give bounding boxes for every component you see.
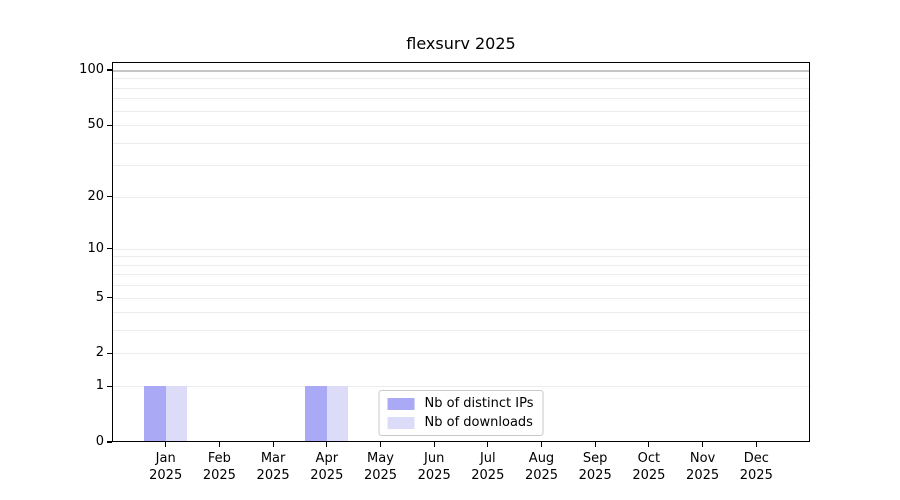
gridline-80 [112, 87, 810, 89]
legend: Nb of distinct IPs Nb of downloads [378, 390, 544, 436]
y-tick-label-20: 20 [87, 188, 104, 204]
gridline-1 [112, 386, 810, 388]
gridline-60 [112, 110, 810, 112]
x-tick-month: Nov [689, 451, 716, 466]
x-tick-year: 2025 [256, 468, 290, 483]
plot-area: Nb of distinct IPs Nb of downloads [112, 62, 810, 442]
legend-item-distinct-ips: Nb of distinct IPs [387, 396, 534, 411]
y-tick-mark-2 [107, 352, 112, 354]
gridline-100 [112, 70, 810, 72]
x-tick-mark-nov [702, 442, 704, 447]
legend-label-downloads: Nb of downloads [424, 415, 533, 430]
y-tick-label-50: 50 [87, 117, 104, 133]
x-tick-mark-feb [218, 442, 220, 447]
x-tick-year: 2025 [739, 468, 773, 483]
gridline-4 [112, 312, 810, 314]
gridline-7 [112, 274, 810, 276]
x-tick-month: Dec [743, 451, 769, 466]
gridline-5 [112, 297, 810, 299]
gridline-9 [112, 256, 810, 258]
x-tick-label-oct: Oct 2025 [609, 450, 689, 484]
x-tick-year: 2025 [310, 468, 344, 483]
x-tick-label-may: May 2025 [341, 450, 421, 484]
x-tick-month: Sep [582, 451, 608, 466]
x-tick-label-apr: Apr 2025 [287, 450, 367, 484]
x-tick-label-nov: Nov 2025 [663, 450, 743, 484]
y-tick-label-0: 0 [95, 434, 104, 449]
y-tick-mark-50 [107, 124, 112, 126]
gridline-40 [112, 142, 810, 144]
bar-nb-of-downloads-apr [326, 386, 349, 442]
x-tick-month: Oct [637, 451, 661, 466]
y-tick-label-2: 2 [95, 345, 104, 361]
x-tick-year: 2025 [149, 468, 183, 483]
x-tick-year: 2025 [471, 468, 505, 483]
x-tick-year: 2025 [417, 468, 451, 483]
x-tick-month: May [367, 451, 394, 466]
gridline-8 [112, 264, 810, 266]
x-tick-mark-sep [594, 442, 596, 447]
gridline-70 [112, 98, 810, 100]
legend-label-distinct-ips: Nb of distinct IPs [424, 396, 534, 411]
gridline-20 [112, 196, 810, 198]
x-tick-year: 2025 [632, 468, 666, 483]
x-tick-year: 2025 [686, 468, 720, 483]
x-tick-label-jan: Jan 2025 [126, 450, 206, 484]
y-tick-mark-10 [107, 248, 112, 250]
x-tick-year: 2025 [578, 468, 612, 483]
x-tick-mark-jul [487, 442, 489, 447]
x-tick-month: Jun [424, 451, 445, 466]
x-tick-month: Jul [479, 451, 496, 466]
gridline-6 [112, 285, 810, 287]
x-tick-label-feb: Feb 2025 [179, 450, 259, 484]
y-tick-label-10: 10 [87, 240, 104, 256]
x-tick-label-jul: Jul 2025 [448, 450, 528, 484]
x-tick-mark-may [379, 442, 382, 447]
x-tick-year: 2025 [363, 468, 398, 483]
bar-nb-of-distinct-ips-apr [305, 386, 327, 442]
y-tick-label-1: 1 [95, 378, 104, 394]
y-tick-mark-0 [107, 441, 112, 443]
gridline-50 [112, 125, 810, 127]
y-tick-mark-5 [107, 297, 112, 299]
x-tick-mark-jun [433, 442, 435, 447]
x-tick-label-aug: Aug 2025 [502, 450, 582, 484]
plot-frame [112, 62, 810, 442]
gridline-3 [112, 330, 810, 332]
chart-title: flexsurv 2025 [406, 34, 516, 53]
gridline-2 [112, 353, 810, 355]
y-tick-mark-20 [107, 196, 112, 198]
x-tick-month: Jan [155, 451, 176, 466]
y-tick-mark-1 [107, 385, 112, 387]
y-tick-mark-100 [107, 69, 112, 71]
x-tick-mark-mar [272, 442, 274, 447]
x-tick-year: 2025 [524, 468, 559, 483]
bar-nb-of-distinct-ips-jan [144, 386, 166, 442]
legend-swatch-distinct-ips [387, 397, 415, 410]
gridline-10 [112, 248, 810, 250]
x-tick-month: Apr [315, 451, 339, 466]
legend-item-downloads: Nb of downloads [387, 415, 534, 430]
y-tick-label-5: 5 [95, 289, 104, 305]
x-tick-month: Feb [207, 451, 231, 466]
x-tick-mark-oct [648, 442, 650, 447]
x-tick-label-dec: Dec 2025 [716, 450, 796, 484]
legend-swatch-downloads [387, 416, 415, 429]
x-tick-mark-apr [326, 442, 328, 447]
bar-nb-of-downloads-jan [165, 386, 188, 442]
x-tick-month: Mar [260, 451, 286, 466]
x-tick-label-sep: Sep 2025 [555, 450, 635, 484]
x-tick-mark-aug [540, 442, 543, 447]
y-tick-label-100: 100 [79, 62, 104, 77]
gridline-90 [112, 78, 810, 80]
x-tick-label-mar: Mar 2025 [233, 450, 313, 484]
gridline-30 [112, 165, 810, 167]
x-tick-year: 2025 [202, 468, 236, 483]
x-tick-mark-dec [755, 442, 757, 447]
x-tick-mark-jan [165, 442, 167, 447]
x-tick-month: Aug [528, 451, 555, 466]
x-tick-label-jun: Jun 2025 [394, 450, 474, 484]
